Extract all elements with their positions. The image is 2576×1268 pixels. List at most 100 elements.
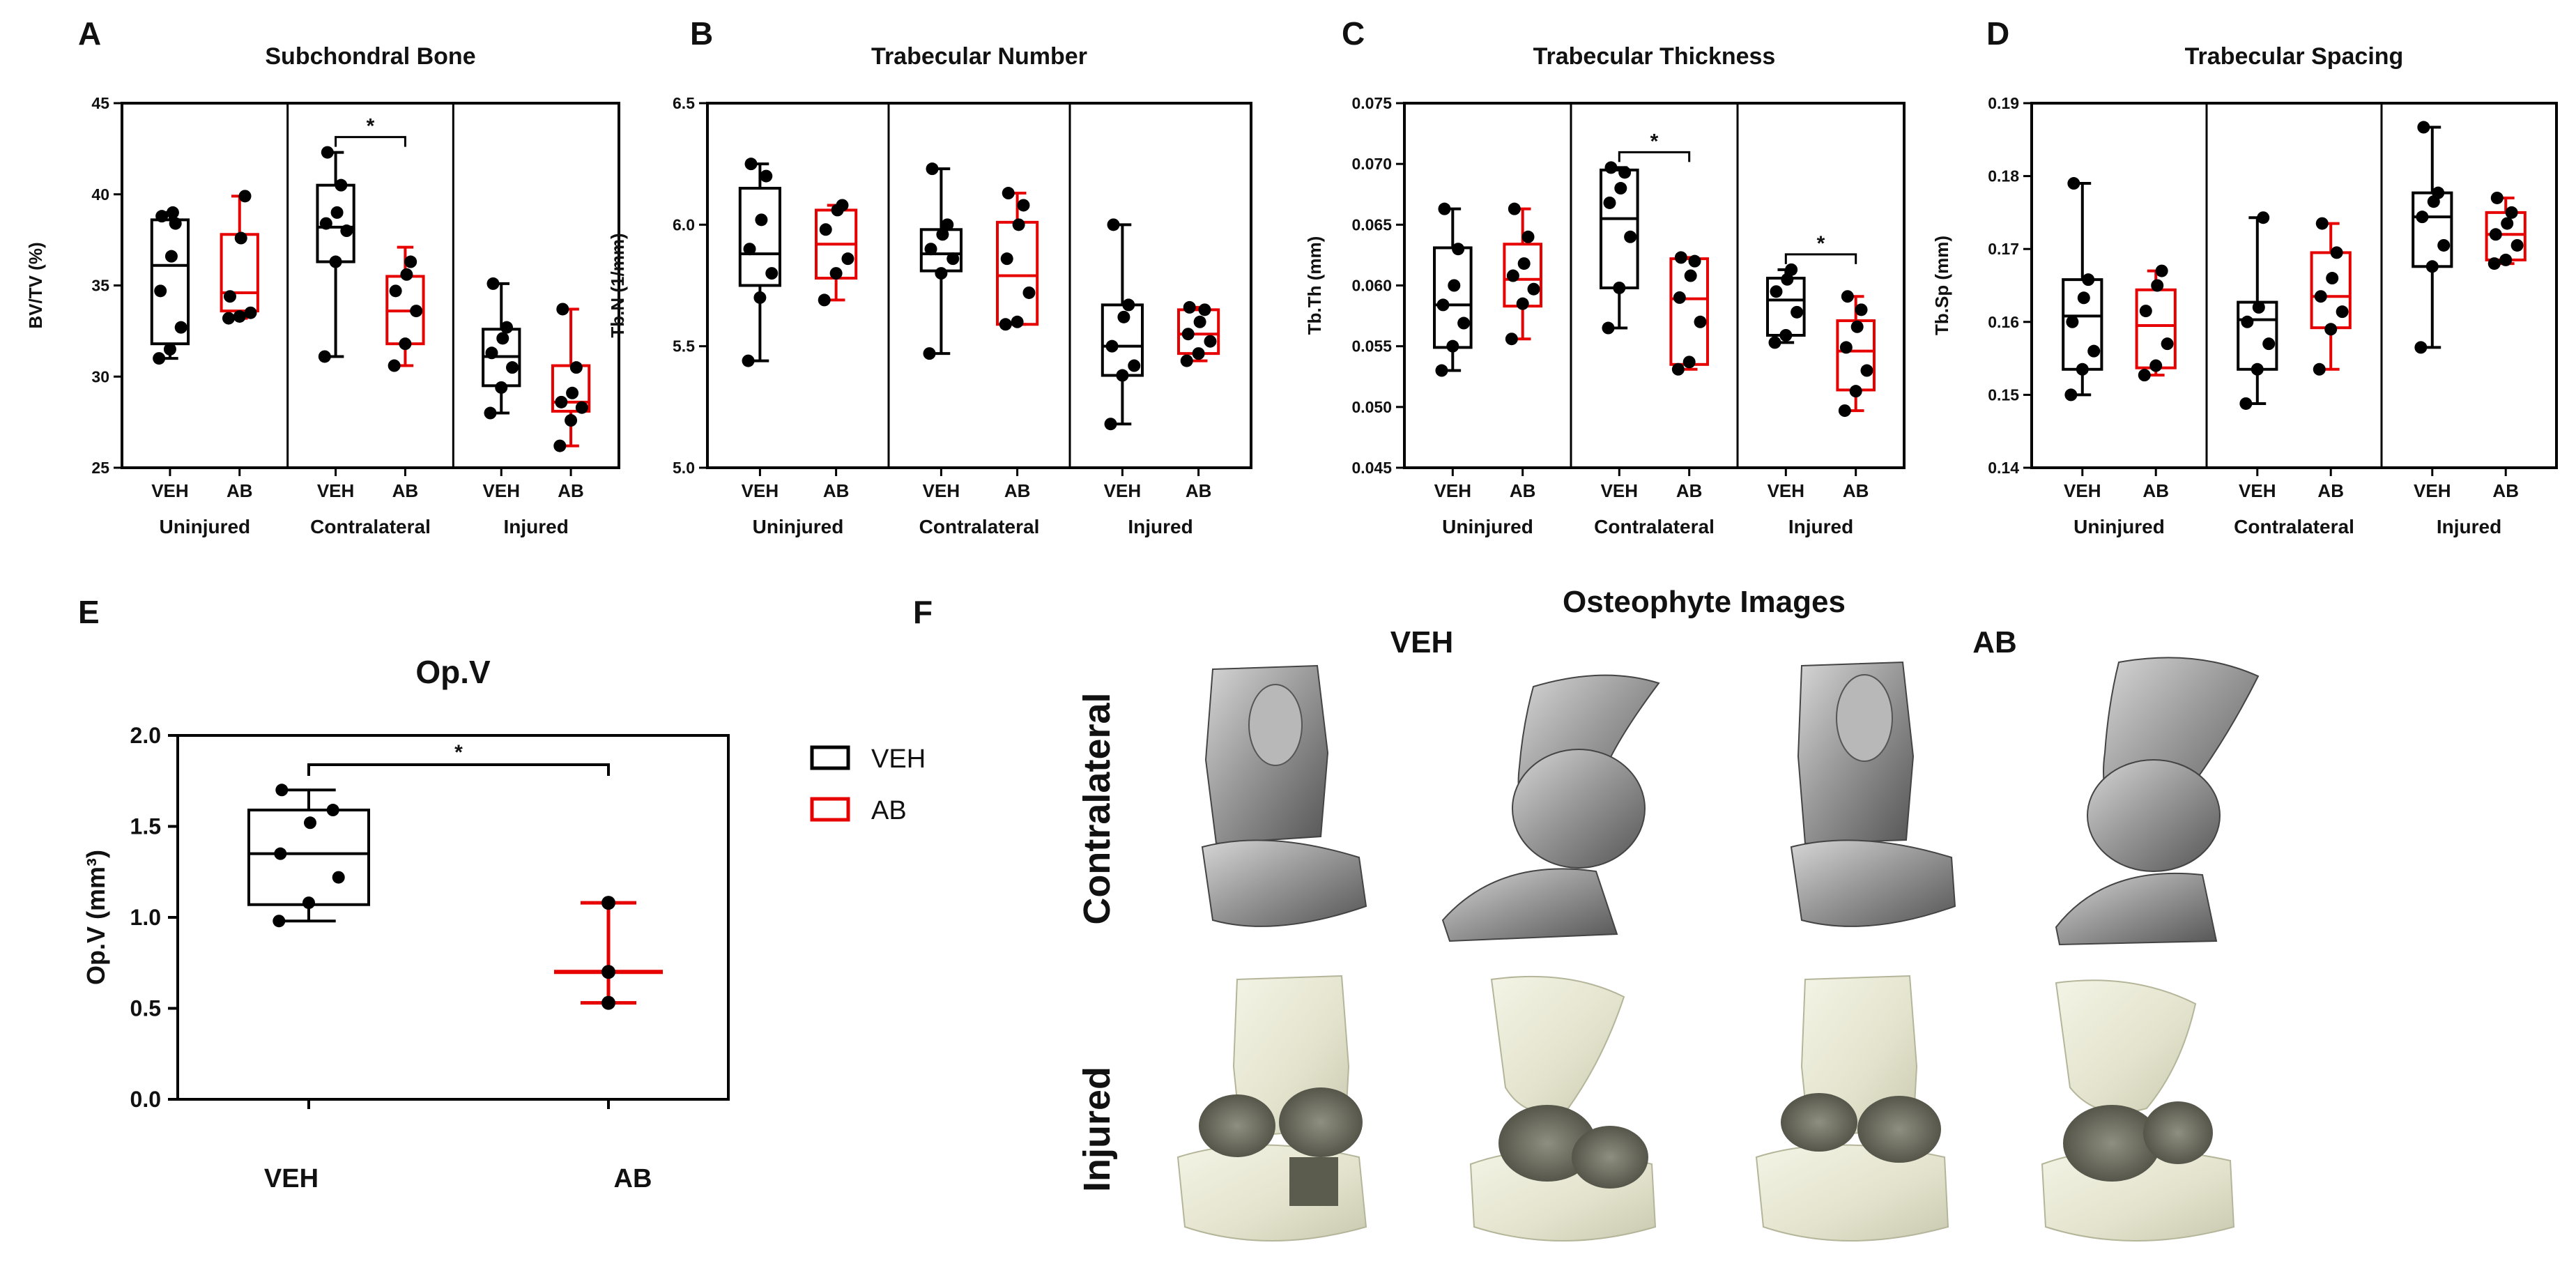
data-point: [2161, 337, 2174, 351]
data-point: [1694, 315, 1707, 328]
data-point: [1452, 243, 1465, 256]
data-point: [244, 306, 257, 319]
panel-label-b: B: [690, 15, 713, 52]
x-tick-label-ab: AB: [392, 480, 419, 501]
data-point: [2330, 246, 2343, 259]
data-point: [506, 361, 519, 374]
x-tick-label-veh: VEH: [2239, 480, 2276, 501]
group-label-injured: Injured: [2437, 516, 2501, 537]
data-point: [485, 346, 498, 360]
data-point: [566, 386, 579, 399]
x-tick-label-ab: AB: [1004, 480, 1031, 501]
x-tick-label-veh: VEH: [151, 480, 188, 501]
data-point: [1002, 187, 1015, 200]
data-point: [2138, 369, 2151, 382]
box-ab: [2135, 288, 2177, 369]
data-point: [841, 252, 854, 266]
plot-frame: [2030, 102, 2558, 469]
group-label-contralateral: Contralateral: [1594, 516, 1715, 537]
chart-subchondral-bone: Subchondral Bone 25 30 35 40 45 BV/TV (%) VEH AB…: [25, 43, 620, 537]
data-point: [2077, 291, 2090, 305]
data-point: [329, 255, 342, 268]
render-contralateral-ab-side: [2055, 657, 2260, 946]
y-tick-label: 0.5: [130, 996, 161, 1021]
data-point: [744, 158, 758, 171]
x-tick-label-ab: AB: [614, 1164, 652, 1193]
data-point: [553, 439, 567, 452]
data-point: [222, 312, 235, 325]
data-point: [1117, 310, 1130, 323]
data-point: [924, 243, 937, 256]
x-tick-label-ab: AB: [1843, 480, 1869, 501]
data-point: [1688, 254, 1701, 268]
legend: VEH AB: [810, 744, 926, 825]
box-ab: [996, 220, 1039, 326]
column-label-veh: VEH: [1390, 625, 1453, 659]
data-point: [233, 310, 246, 323]
data-point: [2257, 211, 2270, 224]
chart-title: Op.V: [415, 654, 491, 690]
chart-title: Subchondral Bone: [265, 43, 475, 70]
y-tick-label: 0.15: [1988, 385, 2019, 404]
data-point: [1122, 298, 1135, 312]
data-point: [1446, 339, 1459, 353]
chart-title: Trabecular Thickness: [1533, 43, 1776, 70]
data-point: [340, 224, 353, 238]
group-label-contralateral: Contralateral: [919, 516, 1040, 537]
significance-bracket: [307, 763, 610, 776]
data-point: [755, 213, 768, 227]
data-point: [484, 406, 497, 420]
data-point: [601, 896, 615, 910]
data-point: [926, 162, 939, 176]
data-point: [321, 146, 334, 159]
group-label-contralateral: Contralateral: [2234, 516, 2354, 537]
x-tick-label-ab: AB: [823, 480, 850, 501]
y-axis-label: Tb.Sp (mm): [1931, 236, 1952, 335]
plot-frame: [1403, 102, 1906, 469]
group-label-injured: Injured: [1788, 516, 1853, 537]
y-tick-label: 0.18: [1988, 167, 2019, 185]
data-point: [1012, 218, 1025, 231]
data-point: [2155, 264, 2168, 277]
y-tick-label: 5.5: [673, 337, 695, 356]
group-label-contralateral: Contralateral: [310, 516, 431, 537]
y-axis-label: Tb.N (1/mm): [607, 233, 628, 337]
y-tick-label: 0.065: [1351, 215, 1392, 234]
data-point: [935, 267, 948, 280]
render-injured-ab-front: [1755, 975, 1949, 1242]
data-point: [1505, 333, 1518, 346]
data-point: [238, 190, 252, 203]
panel-label-c: C: [1342, 15, 1365, 52]
legend-label-ab: AB: [871, 796, 907, 825]
data-point: [2251, 362, 2264, 376]
data-point: [569, 361, 583, 374]
data-point: [2414, 341, 2428, 354]
data-point: [1448, 279, 1461, 292]
data-point: [164, 250, 178, 263]
significance-bracket: [1784, 253, 1857, 264]
chart-osteophyte-volume: Op.V 0.0 0.5 1.0 1.5 2.0 Op.V (mm³) VEH AB *: [82, 654, 730, 1193]
x-tick-label-ab: AB: [2142, 480, 2169, 501]
data-point: [765, 267, 779, 280]
data-point: [2314, 290, 2327, 303]
data-point: [2499, 253, 2513, 266]
plot-frame: [121, 102, 620, 469]
data-point: [1671, 362, 1685, 376]
chart-trabecular-spacing: Trabecular Spacing 0.14 0.15 0.16 0.17 0.18 0.…: [1931, 43, 2558, 537]
column-label-ab: AB: [1972, 625, 2017, 659]
data-point: [1785, 263, 1798, 276]
data-point: [1438, 202, 1451, 215]
box-veh: [1433, 246, 1473, 349]
data-point: [1602, 321, 1615, 335]
data-point: [273, 915, 286, 928]
group-label-uninjured: Uninjured: [159, 516, 250, 537]
chart-trabecular-thickness: Trabecular Thickness 0.045 0.050 0.055 0.060…: [1304, 43, 1906, 537]
data-point: [2324, 323, 2338, 336]
data-point: [601, 995, 615, 1010]
data-point: [2510, 238, 2524, 252]
data-point: [404, 255, 417, 268]
data-point: [1516, 297, 1529, 310]
data-point: [399, 337, 412, 351]
data-point: [1855, 303, 1868, 316]
